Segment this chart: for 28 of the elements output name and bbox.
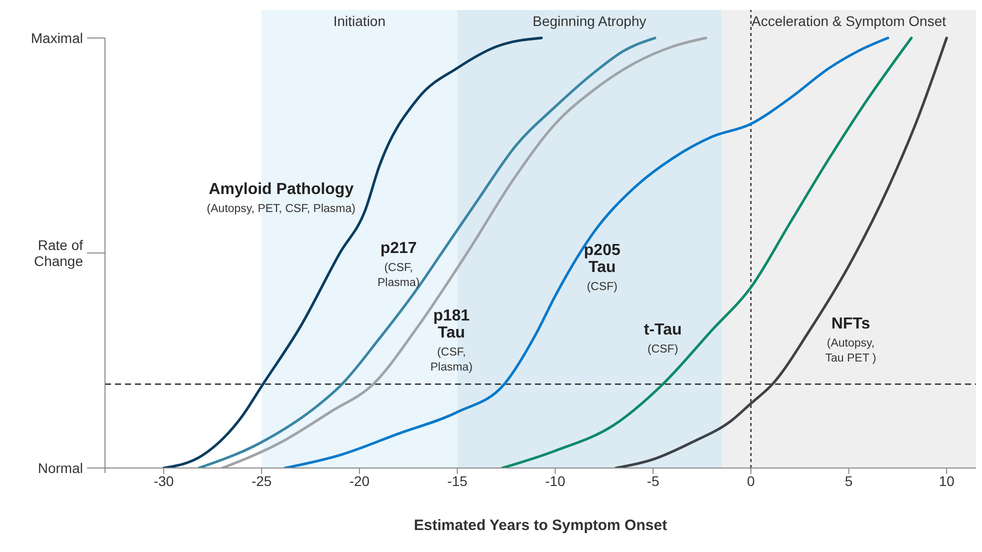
text: Maximal [30, 30, 83, 46]
annotation: (Autopsy, PET, CSF, Plasma) [206, 202, 356, 215]
x-tick-label: -25 [251, 472, 272, 489]
series-label: p205 Tau [584, 242, 620, 276]
series-label: p217 [380, 240, 417, 258]
annotation: (Autopsy, Tau PET ) [825, 337, 876, 364]
x-tick-label: 5 [844, 472, 853, 489]
x-axis-title: Estimated Years to Symptom Onset [414, 517, 668, 534]
x-tick-label: -30 [154, 472, 174, 489]
band-label: Initiation [333, 12, 386, 29]
series-label: NFTs [831, 315, 870, 332]
annotation: (CSF, Plasma) [378, 262, 420, 290]
annotation: (CSF) [586, 281, 618, 294]
annotation: (CSF) [647, 343, 678, 356]
band-label: Beginning Atrophy [532, 12, 646, 29]
x-tick-label: 10 [938, 472, 955, 489]
x-tick-label: -5 [646, 472, 660, 489]
x-tick-label: -15 [447, 472, 468, 489]
x-tick-label: -10 [545, 472, 566, 489]
series-label: t-Tau [644, 321, 682, 338]
annotation: (CSF, Plasma) [430, 346, 473, 374]
series-label: Amyloid Pathology [208, 180, 354, 198]
text: Rate of Change [34, 236, 84, 269]
series-label: p181 Tau [433, 307, 470, 342]
band-label: Acceleration & Symptom Onset [752, 12, 946, 29]
x-tick-label: -20 [349, 472, 370, 489]
x-tick-label: 0 [747, 472, 756, 489]
text: Normal [38, 460, 83, 476]
